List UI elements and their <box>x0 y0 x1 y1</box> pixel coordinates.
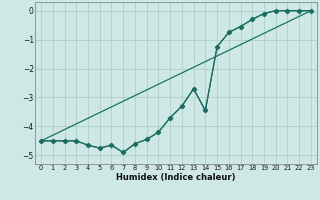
X-axis label: Humidex (Indice chaleur): Humidex (Indice chaleur) <box>116 173 236 182</box>
